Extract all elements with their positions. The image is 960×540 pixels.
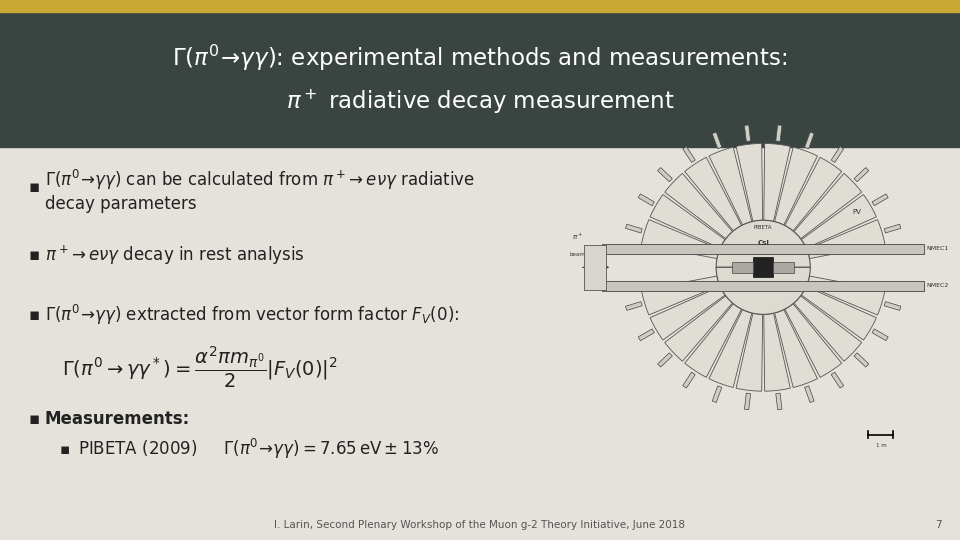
- Bar: [658, 167, 672, 182]
- Bar: [872, 194, 888, 206]
- Text: $\Gamma(\pi^0\!\rightarrow\! \gamma\gamma)$ can be calculated from $\pi^+\!\righ: $\Gamma(\pi^0\!\rightarrow\! \gamma\gamm…: [45, 168, 475, 192]
- Bar: [0, 0, 960, 12]
- Bar: [626, 224, 642, 233]
- Polygon shape: [650, 194, 725, 248]
- Text: $\pi^+$: $\pi^+$: [572, 232, 583, 242]
- Text: ▪: ▪: [28, 178, 39, 196]
- Polygon shape: [708, 309, 752, 388]
- Text: PV: PV: [852, 208, 861, 214]
- Polygon shape: [802, 194, 876, 248]
- Polygon shape: [775, 147, 818, 225]
- Polygon shape: [794, 173, 862, 239]
- Text: Measurements:: Measurements:: [45, 410, 190, 428]
- Text: NMEC1: NMEC1: [926, 246, 948, 251]
- Text: $\Gamma(\pi^0\!\rightarrow\!\gamma\gamma)$: experimental methods and measurement: $\Gamma(\pi^0\!\rightarrow\!\gamma\gamma…: [173, 43, 787, 72]
- Polygon shape: [764, 144, 790, 221]
- Bar: [683, 146, 695, 163]
- Polygon shape: [641, 220, 720, 259]
- Bar: [831, 372, 844, 388]
- Bar: [854, 167, 869, 182]
- Bar: [804, 386, 814, 402]
- Bar: [744, 393, 751, 410]
- Bar: [773, 262, 794, 273]
- Bar: [602, 281, 924, 291]
- Bar: [804, 132, 814, 149]
- Polygon shape: [708, 147, 752, 225]
- Text: 1 m: 1 m: [876, 443, 886, 448]
- Bar: [831, 146, 844, 163]
- Polygon shape: [775, 309, 818, 388]
- Text: 7: 7: [935, 520, 942, 530]
- Text: CsI: CsI: [757, 240, 769, 246]
- Text: ▪: ▪: [28, 306, 39, 324]
- Bar: [884, 224, 900, 233]
- Text: NMEC2: NMEC2: [926, 284, 949, 288]
- Text: ▪: ▪: [28, 410, 39, 428]
- Bar: [884, 302, 900, 310]
- Wedge shape: [716, 220, 810, 267]
- Text: $\Gamma(\pi^0 \rightarrow \gamma\gamma^*) = \dfrac{\alpha^2\pi m_{\pi^0}}{2}|F_V: $\Gamma(\pi^0 \rightarrow \gamma\gamma^*…: [62, 345, 338, 390]
- Text: ▪: ▪: [28, 246, 39, 264]
- Bar: [776, 125, 782, 141]
- Bar: [638, 194, 655, 206]
- Polygon shape: [785, 157, 842, 231]
- Polygon shape: [802, 286, 876, 340]
- Polygon shape: [736, 313, 762, 391]
- Polygon shape: [650, 286, 725, 340]
- Polygon shape: [785, 303, 842, 377]
- Bar: [712, 132, 722, 149]
- Text: $\Gamma(\pi^0\!\rightarrow\! \gamma\gamma)$ extracted from vector form factor $F: $\Gamma(\pi^0\!\rightarrow\! \gamma\gamm…: [45, 303, 459, 327]
- Text: PIBETA (2009)     $\Gamma(\pi^0\!\rightarrow\!\gamma\gamma ) = 7.65\,\mathrm{eV}: PIBETA (2009) $\Gamma(\pi^0\!\rightarrow…: [78, 437, 439, 461]
- Text: $\pi^+$ radiative decay measurement: $\pi^+$ radiative decay measurement: [286, 87, 674, 116]
- Polygon shape: [764, 313, 790, 391]
- Polygon shape: [641, 276, 720, 315]
- Bar: [658, 353, 672, 367]
- Text: $\pi^+\!\rightarrow e\nu\gamma$ decay in rest analysis: $\pi^+\!\rightarrow e\nu\gamma$ decay in…: [45, 244, 304, 267]
- Polygon shape: [684, 303, 741, 377]
- Polygon shape: [684, 157, 741, 231]
- Text: beam: beam: [569, 252, 586, 257]
- Bar: [754, 258, 773, 277]
- Wedge shape: [716, 267, 810, 314]
- Text: PIBETA: PIBETA: [754, 225, 773, 230]
- Bar: [0, 12, 960, 147]
- Polygon shape: [806, 276, 885, 315]
- Polygon shape: [806, 220, 885, 259]
- Bar: [683, 372, 695, 388]
- Bar: [602, 244, 924, 254]
- Polygon shape: [794, 296, 862, 361]
- Bar: [776, 393, 782, 410]
- Text: decay parameters: decay parameters: [45, 195, 197, 213]
- Text: I. Larin, Second Plenary Workshop of the Muon g-2 Theory Initiative, June 2018: I. Larin, Second Plenary Workshop of the…: [275, 520, 685, 530]
- Text: ▪: ▪: [60, 442, 70, 456]
- Polygon shape: [736, 144, 762, 221]
- Bar: [638, 329, 655, 341]
- Bar: [712, 386, 722, 402]
- Bar: [854, 353, 869, 367]
- Polygon shape: [664, 296, 732, 361]
- Bar: [626, 302, 642, 310]
- Bar: [872, 329, 888, 341]
- Polygon shape: [664, 173, 732, 239]
- Bar: [584, 245, 606, 289]
- Bar: [744, 125, 751, 141]
- Bar: [732, 262, 754, 273]
